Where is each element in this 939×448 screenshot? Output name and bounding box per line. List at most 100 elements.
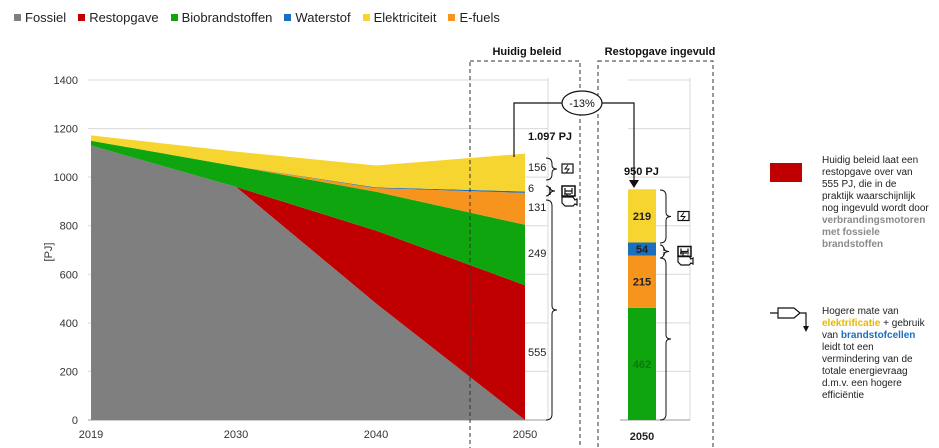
x-tick-label: 2050 <box>513 429 537 441</box>
area-biobrandstoffen <box>91 140 525 286</box>
y-tick-label: 1200 <box>54 124 78 136</box>
note-line: efficiëntie <box>822 390 865 401</box>
brace-electricity-bar <box>659 189 672 244</box>
bar-data-label: 54 <box>636 244 649 256</box>
engine-icon <box>561 193 578 207</box>
engine-shape <box>561 193 578 207</box>
y-axis-label: [PJ] <box>43 243 55 262</box>
note-line: 555 PJ, die in de <box>822 179 897 190</box>
note-line: Huidig beleid laat een <box>822 155 919 166</box>
total-target: 950 PJ <box>624 166 659 178</box>
reduction-label: -13% <box>569 98 595 110</box>
area-restopgave <box>91 145 525 421</box>
note-line: totale energievraag <box>822 366 908 377</box>
connector-line <box>602 102 635 180</box>
engine-shape <box>677 252 694 266</box>
legend-item: Biobrandstoffen <box>170 10 273 25</box>
area-fossiel <box>91 145 525 421</box>
connector-line <box>513 102 562 157</box>
efficiency-note: Hogere mate van elektrificatie + gebruik v… <box>822 306 925 402</box>
total-current: 1.097 PJ <box>528 131 572 143</box>
brace-hydrogen-bar <box>659 244 670 259</box>
note-line: leidt tot een <box>822 342 874 353</box>
note-line: brandstoffen <box>822 239 884 250</box>
note-line: elektrificatie + gebruik <box>822 318 925 329</box>
legend-swatch <box>78 14 86 21</box>
engine-arrow-shape <box>770 307 807 327</box>
note-line: nog ingevuld wordt door <box>822 203 929 214</box>
plug-bolt <box>680 212 686 221</box>
bar-biobrandstoffen <box>628 307 656 420</box>
plug-bolt <box>564 164 570 174</box>
legend-label: E-fuels <box>459 10 500 25</box>
header-target: Restopgave ingevuld <box>605 46 716 58</box>
engine-icon <box>677 252 694 266</box>
bar-waterstof <box>628 242 656 256</box>
bar-data-label: 215 <box>633 277 651 289</box>
restopgave-note: Huidig beleid laat een restopgave over va… <box>822 155 929 251</box>
note-line: restopgave over van <box>822 167 913 178</box>
legend-item: Restopgave <box>78 10 159 25</box>
note-line: Hogere mate van <box>822 306 899 317</box>
bar-data-label: 462 <box>633 359 651 371</box>
brace-fuels <box>545 199 558 421</box>
note-line: verbrandingsmotoren <box>822 215 926 226</box>
y-tick-label: 400 <box>60 318 78 330</box>
y-tick-label: 0 <box>72 415 78 427</box>
legend-label: Waterstof <box>295 10 351 25</box>
area-data-label: 6 <box>528 183 534 195</box>
electricity-icon <box>677 210 690 222</box>
electricity-icon <box>561 163 574 174</box>
fuel-cell-icon <box>561 185 576 197</box>
chart-legend: Fossiel Restopgave Biobrandstoffen Watersto… <box>14 10 500 25</box>
legend-swatch <box>170 14 178 21</box>
note-line: vermindering van de <box>822 354 913 365</box>
arrow-head <box>803 326 809 332</box>
note-line: d.m.v. een hogere <box>822 378 902 389</box>
brace-electricity <box>545 157 558 181</box>
legend-label: Restopgave <box>89 10 159 25</box>
x-tick-label: 2040 <box>364 429 388 441</box>
cell-h <box>680 248 689 255</box>
area-data-label: 131 <box>528 202 546 214</box>
note-line: praktijk waarschijnlijk <box>822 191 916 202</box>
header-current: Huidig beleid <box>492 46 561 58</box>
arrow-head <box>629 180 639 188</box>
engine-arrow-icon <box>770 307 809 332</box>
bar-data-label: 219 <box>633 211 651 223</box>
legend-swatch <box>14 14 21 21</box>
fuel-cell-icon <box>677 245 692 258</box>
bar-e-fuels <box>628 255 656 308</box>
plug-body <box>561 163 574 174</box>
bar-category-label: 2050 <box>630 431 654 443</box>
bar-elektriciteit <box>628 189 656 243</box>
dashed-box-target <box>597 60 714 448</box>
legend-item: E-fuels <box>448 10 500 25</box>
legend-swatch <box>362 14 370 21</box>
y-tick-label: 800 <box>60 221 78 233</box>
legend-item: Fossiel <box>14 10 66 25</box>
cell-body <box>561 185 576 197</box>
area-data-label: 249 <box>528 248 546 260</box>
area-elektriciteit <box>91 135 525 192</box>
legend-item: Elektriciteit <box>362 10 437 25</box>
legend-label: Biobrandstoffen <box>181 10 273 25</box>
cell-h <box>564 188 573 194</box>
area-data-label: 156 <box>528 162 546 174</box>
legend-label: Elektriciteit <box>373 10 437 25</box>
x-tick-label: 2030 <box>224 429 248 441</box>
restopgave-swatch <box>770 163 802 182</box>
legend-item: Waterstof <box>284 10 351 25</box>
y-tick-label: 200 <box>60 366 78 378</box>
note-line: met fossiele <box>822 227 880 238</box>
brace-hydrogen <box>545 185 556 197</box>
legend-label: Fossiel <box>25 10 67 25</box>
plug-body <box>677 210 690 222</box>
legend-swatch <box>284 14 292 21</box>
brace-fuels-bar <box>659 257 672 421</box>
dashed-box-current <box>469 60 581 448</box>
y-tick-label: 1400 <box>54 75 78 87</box>
y-tick-label: 1000 <box>54 172 78 184</box>
reduction-ellipse <box>561 90 603 116</box>
